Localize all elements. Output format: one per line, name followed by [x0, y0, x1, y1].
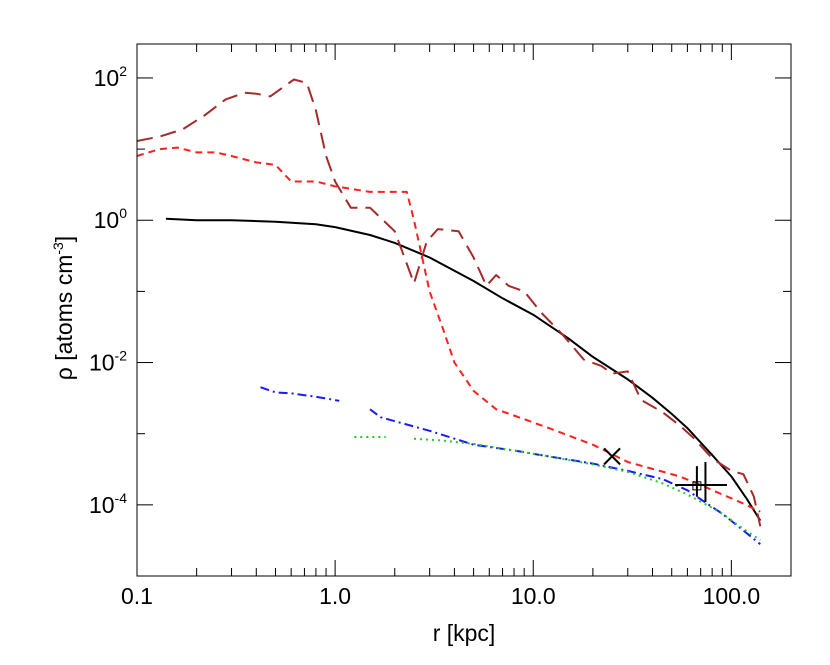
series-line-3	[136, 146, 761, 513]
axis-ticks	[136, 44, 792, 577]
series-line-1	[165, 217, 762, 522]
y-tick-label: 100	[94, 205, 128, 233]
square-marker	[692, 481, 702, 491]
x-tick-label: 100.0	[703, 583, 761, 609]
x-marker	[603, 447, 621, 466]
y-tick-labels: 10-4 10-2 100 102	[89, 63, 127, 518]
series-line-5	[413, 437, 761, 541]
series-line-4	[260, 386, 340, 402]
x-tick-label: 10.0	[511, 583, 556, 609]
series-layer	[136, 78, 762, 545]
series-line-2	[136, 78, 762, 527]
y-tick-label: 10-4	[89, 490, 127, 518]
x-axis-label: r [kpc]	[433, 620, 496, 646]
x-marker-stroke	[603, 447, 621, 466]
y-axis-label: ρ [atoms cm-3]	[50, 236, 77, 380]
x-tick-labels: 0.1 1.0 10.0 100.0	[121, 583, 760, 609]
y-tick-label: 10-2	[89, 348, 127, 376]
x-tick-label: 1.0	[319, 583, 351, 609]
marker-layer	[603, 447, 727, 502]
y-tick-label: 102	[94, 63, 128, 91]
plot-frame	[136, 43, 792, 577]
x-tick-label: 0.1	[121, 583, 153, 609]
